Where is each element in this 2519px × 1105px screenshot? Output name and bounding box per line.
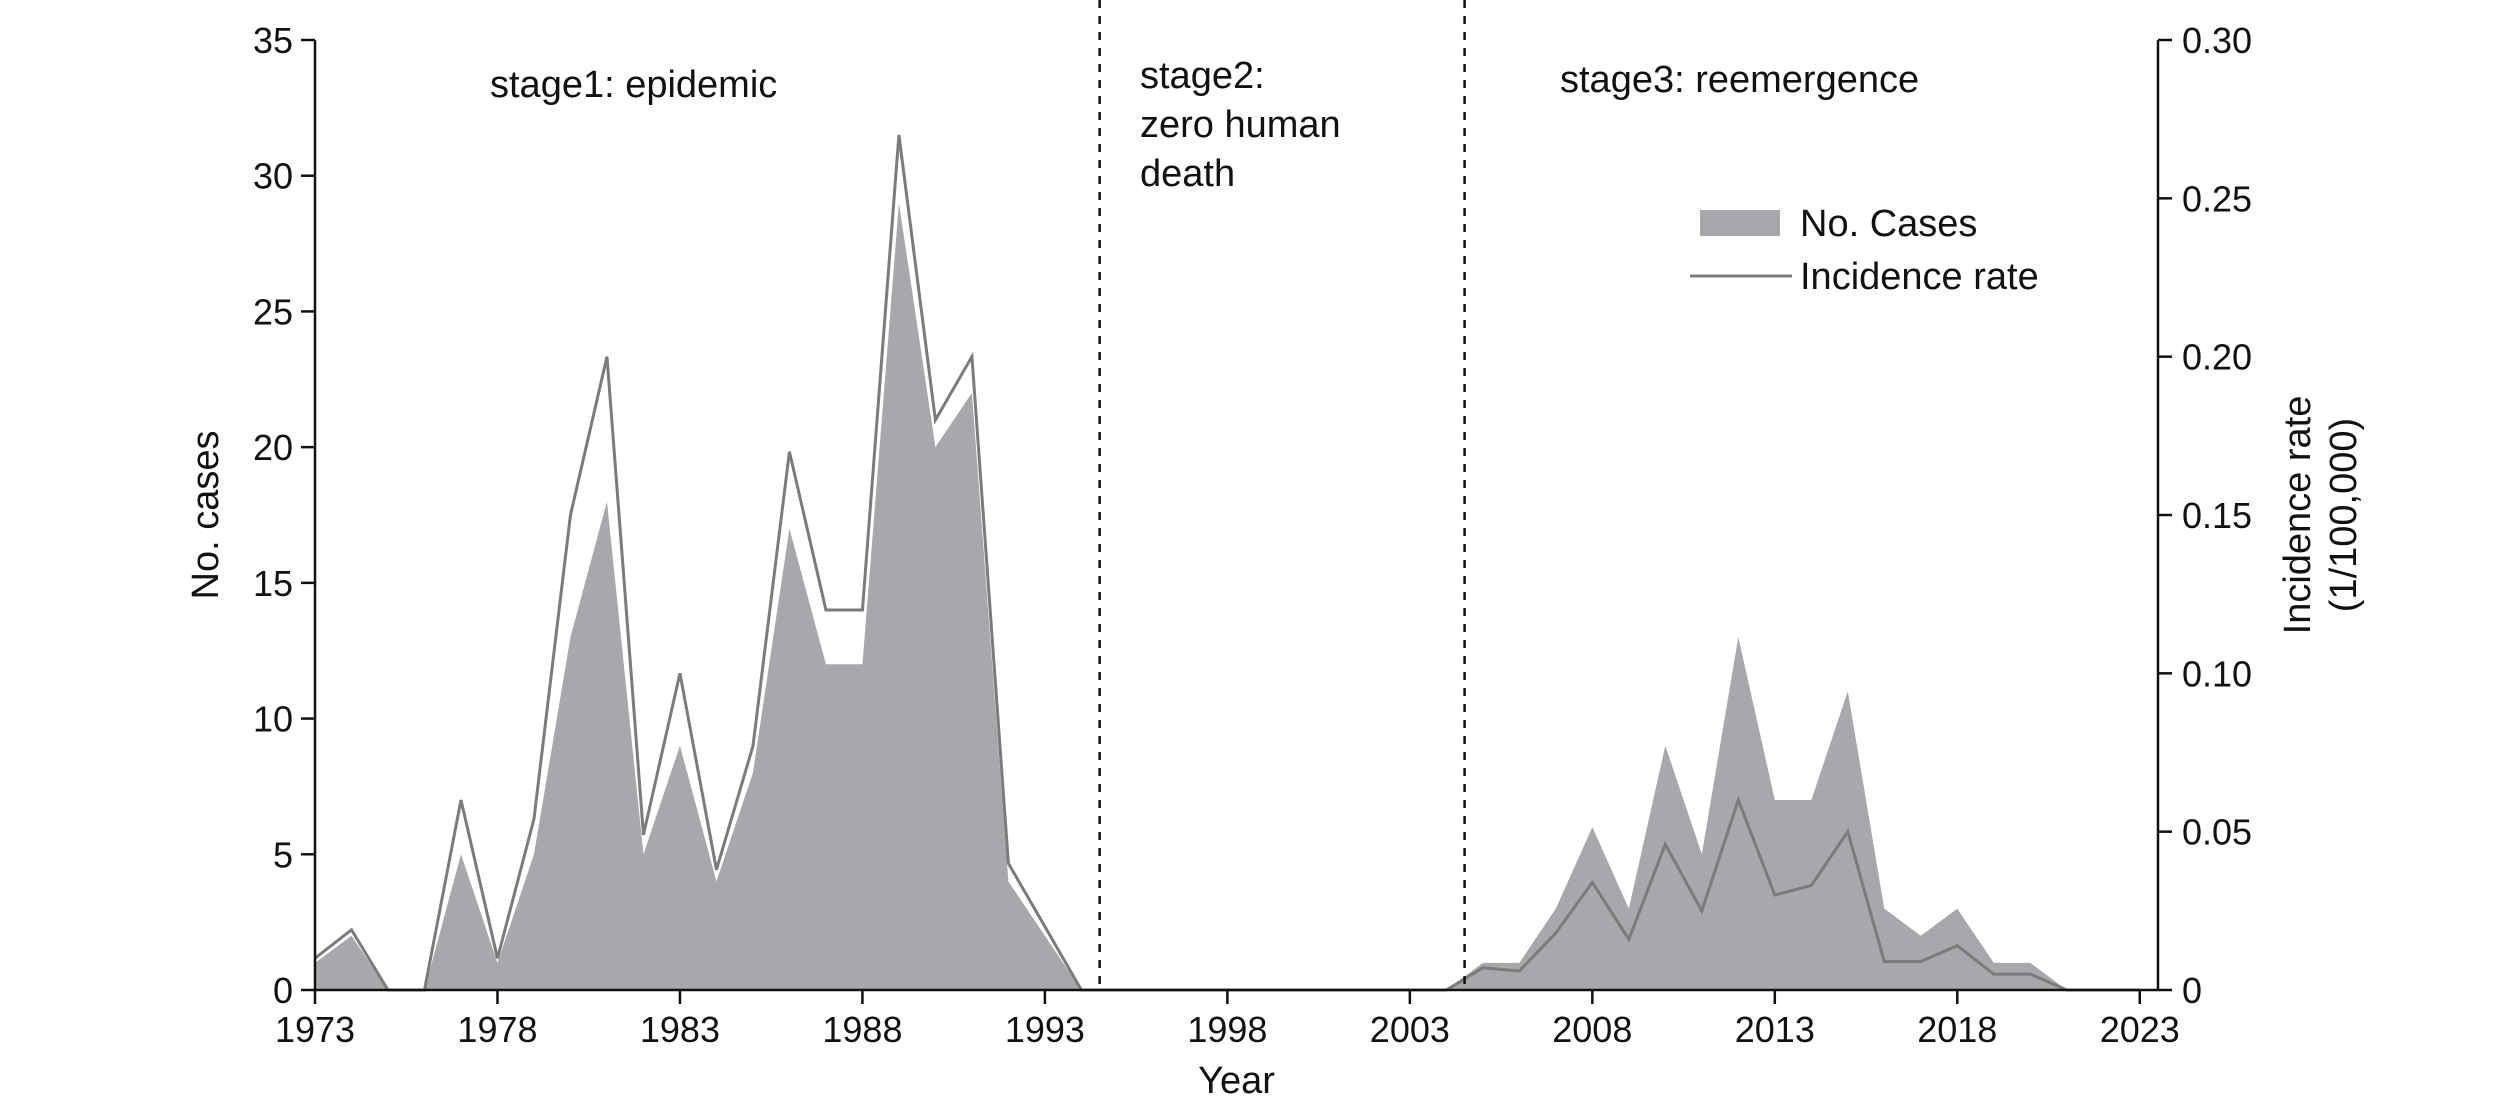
- y-right-tick-label: 0.15: [2182, 495, 2252, 536]
- legend-area-swatch: [1700, 210, 1780, 236]
- y-left-tick-label: 15: [253, 563, 293, 604]
- x-tick-label: 2018: [1917, 1009, 1997, 1050]
- x-tick-label: 2003: [1370, 1009, 1450, 1050]
- y-left-tick-label: 10: [253, 699, 293, 740]
- stage-label-2: stage2:: [1140, 55, 1265, 97]
- legend-label-cases: No. Cases: [1800, 203, 1977, 245]
- stage-label-1: stage1: epidemic: [490, 64, 777, 106]
- x-tick-label: 2023: [2100, 1009, 2180, 1050]
- x-tick-label: 2008: [1552, 1009, 1632, 1050]
- cases-area: [315, 202, 2140, 990]
- y-left-axis-title: No. cases: [185, 431, 227, 600]
- x-tick-label: 1993: [1005, 1009, 1085, 1050]
- y-right-tick-label: 0.05: [2182, 812, 2252, 853]
- x-tick-label: 1983: [640, 1009, 720, 1050]
- y-left-tick-label: 35: [253, 20, 293, 61]
- y-right-tick-label: 0.10: [2182, 653, 2252, 694]
- y-left-tick-label: 0: [273, 970, 293, 1011]
- legend-label-incidence: Incidence rate: [1800, 256, 2039, 298]
- y-left-tick-label: 30: [253, 156, 293, 197]
- y-right-tick-label: 0.20: [2182, 337, 2252, 378]
- y-right-axis-title-line-1: Incidence rate: [2277, 396, 2319, 635]
- stage-label-2: death: [1140, 153, 1235, 195]
- x-tick-label: 1978: [457, 1009, 537, 1050]
- y-right-tick-label: 0.30: [2182, 20, 2252, 61]
- y-right-tick-label: 0: [2182, 970, 2202, 1011]
- x-axis-title: Year: [1198, 1060, 1275, 1102]
- y-left-tick-label: 20: [253, 427, 293, 468]
- x-tick-label: 1973: [275, 1009, 355, 1050]
- stage-label-3: stage3: reemergence: [1560, 59, 1919, 101]
- x-tick-label: 1998: [1187, 1009, 1267, 1050]
- x-tick-label: 1988: [822, 1009, 902, 1050]
- y-left-tick-label: 25: [253, 291, 293, 332]
- y-right-tick-label: 0.25: [2182, 178, 2252, 219]
- stage-label-2: zero human: [1140, 104, 1341, 146]
- x-tick-label: 2013: [1735, 1009, 1815, 1050]
- y-right-axis-title-line-2: (1/100,000): [2323, 418, 2365, 612]
- y-left-tick-label: 5: [273, 834, 293, 875]
